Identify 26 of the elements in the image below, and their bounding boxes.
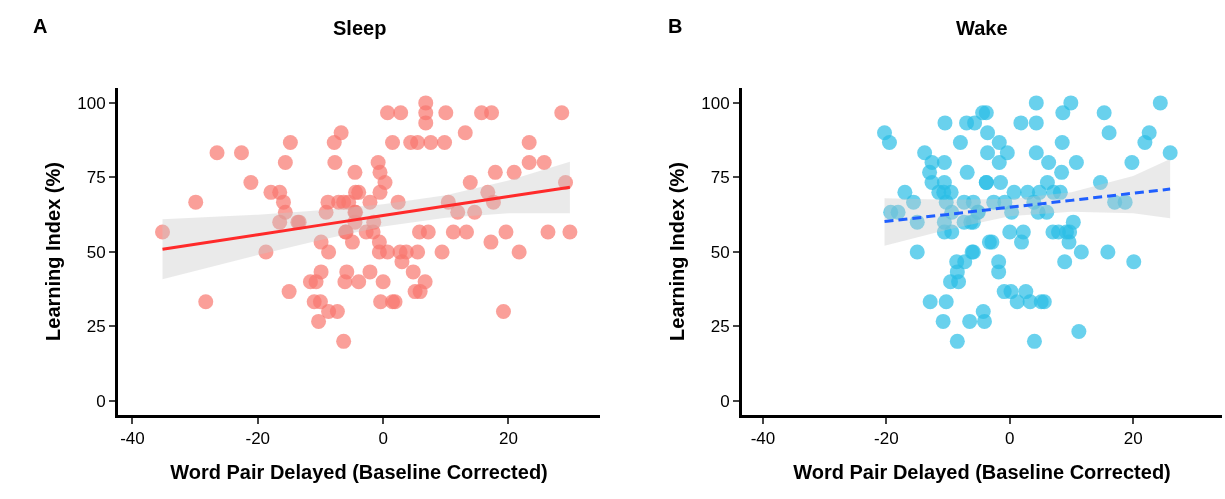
x-tick-label: -40: [120, 429, 145, 449]
y-tick-label: 50: [86, 242, 106, 262]
y-tick-label: 0: [96, 391, 106, 411]
x-tick-label: -20: [874, 429, 899, 449]
x-tick-label: 0: [1005, 429, 1015, 449]
chart-title: Wake: [956, 17, 1008, 39]
x-tick-label: -40: [750, 429, 776, 449]
y-tick-label: 100: [77, 93, 106, 113]
y-axis-title: Learning Index (%): [665, 162, 688, 341]
y-tick-label: 50: [710, 242, 730, 262]
x-tick-label: 20: [499, 429, 518, 449]
x-tick-label: 0: [378, 429, 388, 449]
x-axis-title: Word Pair Delayed (Baseline Corrected): [170, 460, 548, 483]
text: B: [668, 15, 683, 37]
x-tick-label: -20: [245, 429, 271, 449]
chart-title: Sleep: [333, 17, 387, 39]
text: A: [33, 15, 48, 37]
y-tick-label: 75: [710, 168, 730, 188]
y-tick-label: 75: [86, 168, 106, 188]
y-axis-title: Learning Index (%): [41, 162, 64, 341]
x-axis-title: Word Pair Delayed (Baseline Corrected): [793, 460, 1171, 483]
x-tick-label: 20: [1123, 429, 1143, 449]
y-tick-label: 100: [701, 93, 730, 113]
y-tick-label: 0: [720, 391, 730, 411]
y-tick-label: 25: [86, 317, 106, 337]
y-tick-label: 25: [710, 317, 730, 337]
